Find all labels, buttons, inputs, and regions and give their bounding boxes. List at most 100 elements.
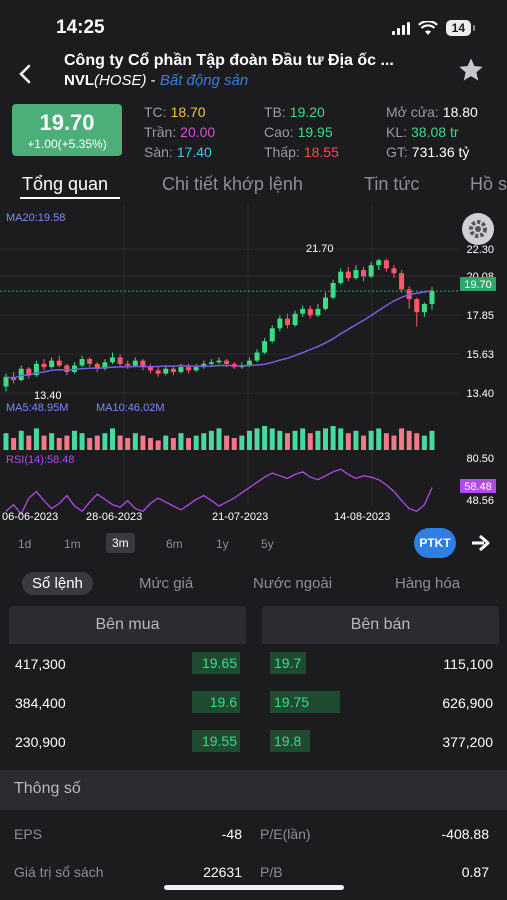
volume-bar	[170, 438, 176, 450]
range-1m[interactable]: 1m	[64, 537, 81, 551]
volume-bar	[216, 428, 222, 450]
volume-bar	[421, 435, 427, 450]
volume-bar	[391, 435, 397, 450]
volume-bar	[140, 435, 146, 450]
volume-bar	[178, 433, 184, 450]
date-label-1: 06-06-2023	[2, 511, 58, 523]
candle	[208, 362, 214, 364]
buy-price: 19.55	[192, 730, 240, 752]
sell-row[interactable]: 19.7 115,100	[262, 644, 499, 683]
volume-bar	[330, 426, 336, 450]
volume-bar	[361, 435, 367, 450]
home-indicator	[164, 885, 344, 890]
range-1y[interactable]: 1y	[216, 537, 229, 551]
candle	[3, 376, 9, 387]
volume-bar	[18, 430, 24, 450]
tab-profile[interactable]: Hồ sơ	[470, 174, 507, 194]
favorite-star-icon[interactable]	[457, 56, 485, 84]
technical-analysis-button[interactable]: PTKT	[414, 528, 456, 558]
candle	[71, 365, 77, 372]
volume-bar	[353, 430, 359, 450]
sell-side-book: Bên bán 19.7 115,100 19.75 626,900 19.8 …	[262, 606, 499, 762]
volume-bar	[94, 435, 100, 450]
candle	[140, 360, 146, 368]
volume-bar	[11, 438, 17, 450]
candle	[391, 268, 397, 274]
candle	[277, 318, 283, 329]
stat-value: GT: 731.36 tỷ	[386, 144, 470, 160]
candle	[368, 265, 374, 277]
active-tab-underline	[20, 197, 120, 199]
sell-price: 19.7	[270, 652, 306, 674]
range-5y[interactable]: 5y	[261, 537, 274, 551]
subtab-price-levels[interactable]: Mức giá	[139, 575, 194, 592]
volume-bar	[64, 435, 70, 450]
sell-price: 19.8	[270, 730, 310, 752]
stat-high: Cao: 19.95	[264, 124, 333, 140]
volume-bar	[269, 428, 275, 450]
rsi-tag-bg	[460, 479, 496, 493]
params-header: Thông số	[0, 770, 507, 810]
sell-row[interactable]: 19.75 626,900	[262, 683, 499, 722]
stat-avg: TB: 19.20	[264, 104, 325, 120]
candle	[315, 308, 321, 316]
company-name: Công ty Cổ phần Tập đoàn Đầu tư Địa ốc .…	[64, 52, 394, 69]
param-value: -408.88	[441, 826, 489, 842]
volume-bar	[414, 433, 420, 450]
candle	[399, 273, 405, 290]
candle	[56, 360, 62, 366]
candle	[170, 368, 176, 372]
buy-volume: 384,400	[15, 695, 66, 711]
range-1d[interactable]: 1d	[18, 537, 32, 551]
candle	[186, 367, 192, 371]
buy-row[interactable]: 230,900 19.55	[9, 722, 246, 761]
ticker-symbol: NVL	[64, 72, 94, 89]
range-6m[interactable]: 6m	[166, 537, 183, 551]
buy-price: 19.65	[192, 652, 240, 674]
subtab-order-book[interactable]: Sổ lệnh	[22, 572, 93, 595]
ma20-label: MA20:19.58	[6, 212, 65, 224]
chart-settings-gear-icon[interactable]	[462, 213, 494, 245]
exchange-label: (HOSE)	[94, 72, 147, 89]
price-axis-1: 22.30	[466, 244, 494, 256]
rsi-tag: 58.48	[464, 481, 492, 493]
candle	[18, 368, 24, 381]
param-label: P/E(lần)	[260, 826, 311, 842]
ticker-separator: -	[146, 72, 160, 89]
sector-link[interactable]: Bất động sản	[159, 72, 249, 89]
tab-overview[interactable]: Tổng quan	[22, 174, 109, 194]
chart-canvas[interactable]: MA20:19.58 MA5:48.95M MA10:46.02M RSI(14…	[0, 205, 507, 525]
price-box: 19.70 +1.00(+5.35%)	[12, 104, 122, 156]
volume-bar	[315, 430, 321, 450]
date-label-3: 21-07-2023	[212, 511, 268, 523]
volume-bar	[338, 428, 344, 450]
rsi-axis-2: 48.56	[466, 495, 494, 507]
subtab-foreign[interactable]: Nước ngoài	[253, 575, 333, 592]
time-range-selector: 1d 1m 3m 6m 1y 5y	[0, 531, 507, 559]
buy-row[interactable]: 384,400 19.6	[9, 683, 246, 722]
volume-bar	[277, 430, 283, 450]
tab-news[interactable]: Tin tức	[364, 174, 420, 194]
buy-row[interactable]: 417,300 19.65	[9, 644, 246, 683]
back-arrow-icon[interactable]	[14, 62, 38, 86]
buy-volume: 417,300	[15, 656, 66, 672]
candle	[64, 365, 70, 372]
ma5-label: MA5:48.95M	[6, 402, 68, 414]
forward-arrow-icon[interactable]	[470, 533, 492, 553]
candle	[414, 299, 420, 313]
date-label-4: 14-08-2023	[334, 511, 390, 523]
volume-bar	[246, 430, 252, 450]
param-value: 22631	[203, 864, 242, 880]
price-chart[interactable]: MA20:19.58 MA5:48.95M MA10:46.02M RSI(14…	[0, 205, 507, 525]
stat-low: Thấp: 18.55	[264, 144, 339, 160]
ma10-label: MA10:46.02M	[96, 402, 164, 414]
main-tabs: Tổng quan Chi tiết khớp lệnh Tin tức Hồ …	[0, 168, 507, 204]
candle	[330, 282, 336, 298]
volume-bar	[262, 426, 268, 450]
sell-row[interactable]: 19.8 377,200	[262, 722, 499, 761]
volume-bar	[254, 428, 260, 450]
tab-match-details[interactable]: Chi tiết khớp lệnh	[162, 174, 303, 194]
range-3m[interactable]: 3m	[106, 533, 135, 553]
subtab-commodities[interactable]: Hàng hóa	[395, 575, 461, 592]
volume-bar	[208, 430, 214, 450]
